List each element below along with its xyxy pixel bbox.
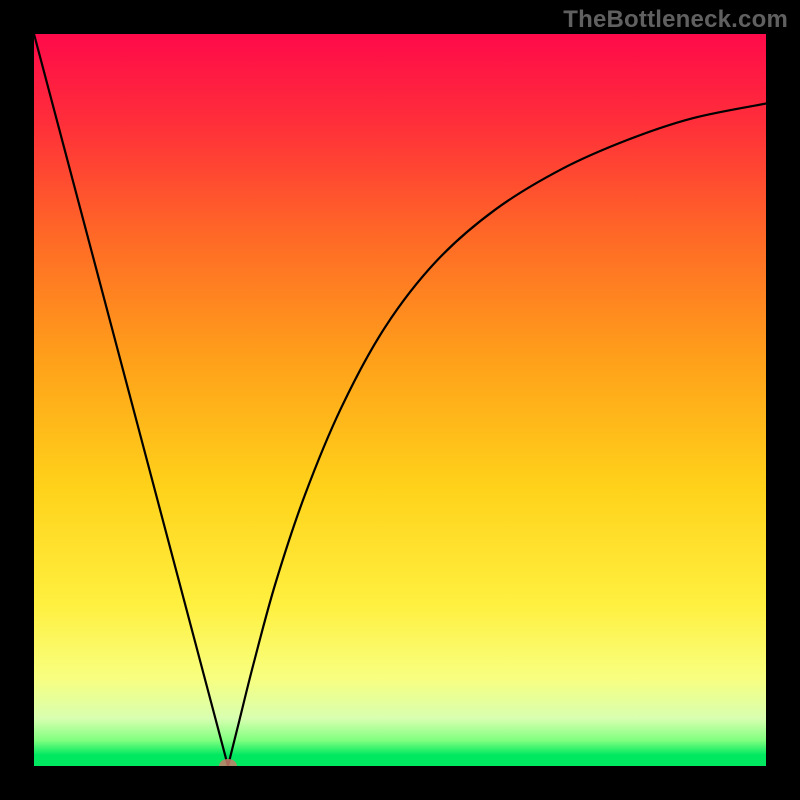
chart-svg [34, 34, 766, 766]
chart-frame: TheBottleneck.com [0, 0, 800, 800]
watermark-text: TheBottleneck.com [563, 6, 788, 34]
plot-area [34, 34, 766, 766]
gradient-background [34, 34, 766, 766]
